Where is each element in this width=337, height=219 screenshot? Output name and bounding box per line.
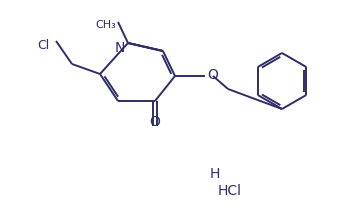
Text: O: O — [207, 68, 218, 82]
Text: O: O — [150, 115, 160, 129]
Text: HCl: HCl — [218, 184, 242, 198]
Text: Cl: Cl — [38, 39, 50, 52]
Text: N: N — [115, 41, 125, 55]
Text: H: H — [210, 167, 220, 181]
Text: CH₃: CH₃ — [95, 20, 116, 30]
